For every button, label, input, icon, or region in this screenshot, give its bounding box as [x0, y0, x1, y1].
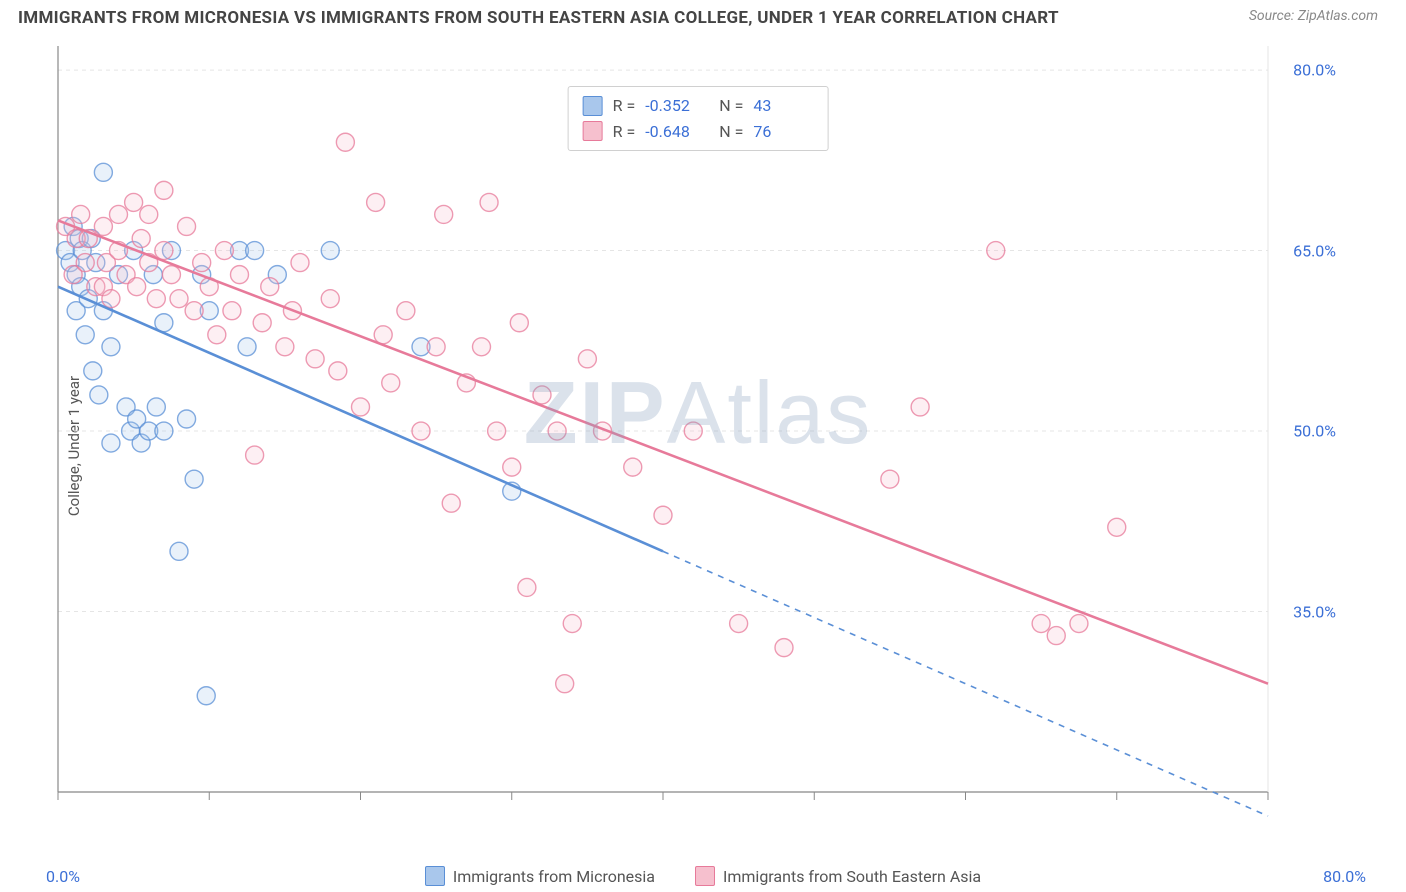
y-tick-label: 80.0%	[1293, 61, 1336, 80]
source-label: Source: ZipAtlas.com	[1249, 8, 1378, 24]
chart-svg	[48, 42, 1348, 832]
x-tick-max: 80.0%	[1323, 867, 1366, 886]
legend-label-1: Immigrants from Micronesia	[453, 867, 655, 886]
stats-legend: R = -0.352 N = 43 R = -0.648 N = 76	[568, 86, 829, 151]
y-tick-label: 35.0%	[1293, 602, 1336, 621]
chart-area: ZIPAtlas R = -0.352 N = 43 R = -0.648 N …	[48, 42, 1348, 832]
x-tick-min: 0.0%	[46, 867, 80, 886]
swatch-series-1	[583, 96, 603, 116]
swatch-series-2	[583, 121, 603, 141]
legend-item-2: Immigrants from South Eastern Asia	[695, 866, 981, 886]
n-value-1: 43	[753, 93, 813, 119]
legend-label-2: Immigrants from South Eastern Asia	[723, 867, 981, 886]
y-tick-label: 50.0%	[1293, 422, 1336, 441]
legend-item-1: Immigrants from Micronesia	[425, 866, 655, 886]
n-value-2: 76	[753, 119, 813, 145]
y-tick-label: 65.0%	[1293, 241, 1336, 260]
legend-swatch-1	[425, 866, 445, 886]
x-legend: 0.0% Immigrants from Micronesia Immigran…	[0, 866, 1406, 886]
stats-row-1: R = -0.352 N = 43	[583, 93, 814, 119]
r-value-1: -0.352	[645, 93, 705, 119]
legend-swatch-2	[695, 866, 715, 886]
chart-title: IMMIGRANTS FROM MICRONESIA VS IMMIGRANTS…	[18, 8, 1059, 28]
stats-row-2: R = -0.648 N = 76	[583, 119, 814, 145]
r-value-2: -0.648	[645, 119, 705, 145]
